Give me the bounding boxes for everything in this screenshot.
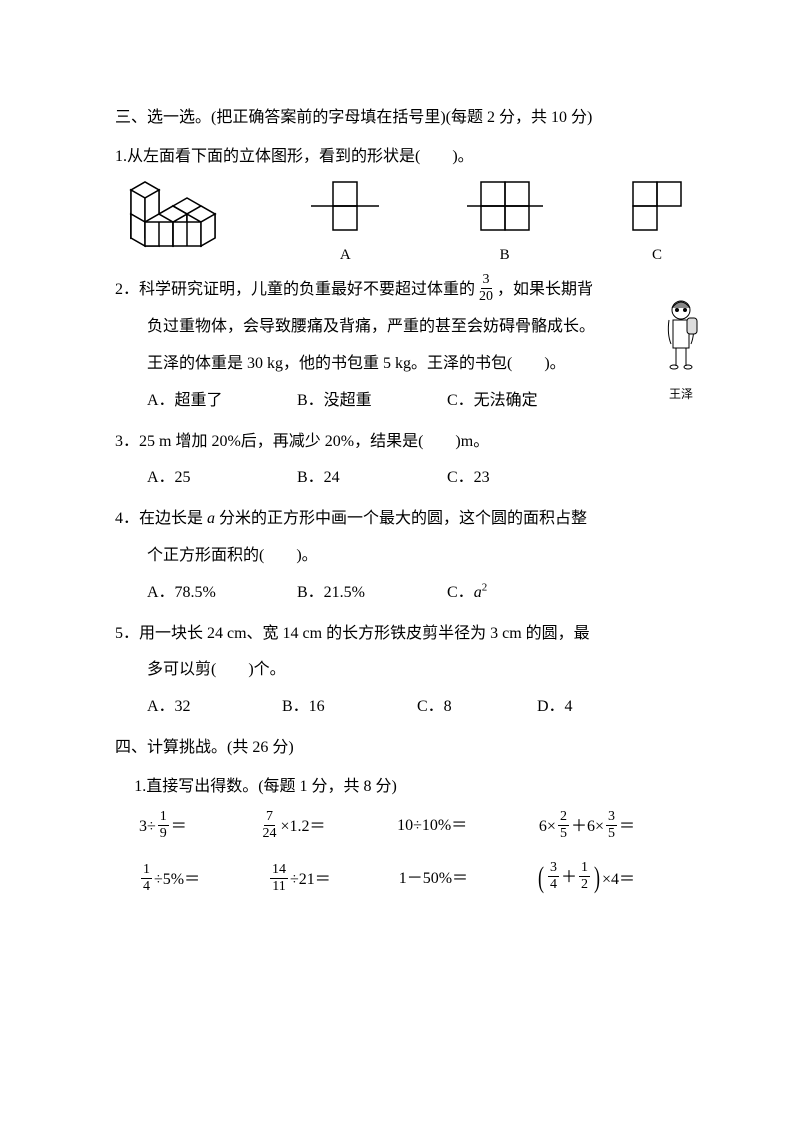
q2-text-b: ，如果长期背 [497, 281, 593, 298]
q2-opt-a: A．超重了 [147, 383, 297, 420]
q4-opt-c: C．a2 [447, 575, 597, 612]
q5-opt-d: D．4 [537, 689, 657, 726]
q4-text-b: 分米的正方形中画一个最大的圆，这个圆的面积占整 [215, 510, 587, 527]
q5-opt-b: B．16 [282, 689, 417, 726]
q2-text-a: 2．科学研究证明，儿童的负重最好不要超过体重的 [115, 281, 475, 298]
q3-opt-b: B．24 [297, 460, 447, 497]
q3-stem: 3．25 m 增加 20%后，再减少 20%，结果是( )m。 [115, 424, 688, 461]
calc-2-3: 1－50%＝ [399, 865, 468, 896]
q2-line2: 负过重物体，会导致腰痛及背痛，严重的甚至会妨碍骨骼成长。 [115, 309, 688, 346]
q2-opt-c: C．无法确定 [447, 383, 597, 420]
calc-2-1: 14÷5%＝ [139, 865, 200, 896]
q5-line2: 多可以剪( )个。 [115, 652, 688, 689]
q4-line1: 4．在边长是 a 分米的正方形中画一个最大的圆，这个圆的面积占整 [115, 501, 688, 538]
q5-opt-c: C．8 [417, 689, 537, 726]
question-2: 2．科学研究证明，儿童的负重最好不要超过体重的320，如果长期背 负过重物体，会… [115, 272, 688, 419]
option-b-shape: B [466, 180, 544, 265]
q5-line1: 5．用一块长 24 cm、宽 14 cm 的长方形铁皮剪半径为 3 cm 的圆，… [115, 616, 688, 653]
q2-line3: 王泽的体重是 30 kg，他的书包重 5 kg。王泽的书包( )。 [115, 346, 688, 383]
character-wangze-icon: 王泽 [661, 298, 701, 401]
q3-opt-c: C．23 [447, 460, 597, 497]
question-1: 1.从左面看下面的立体图形，看到的形状是( )。 [115, 139, 688, 265]
q4-opt-a: A．78.5% [147, 575, 297, 612]
option-b-label: B [466, 246, 544, 264]
q3-options: A．25 B．24 C．23 [115, 460, 688, 497]
q1-stem: 1.从左面看下面的立体图形，看到的形状是( )。 [115, 139, 688, 176]
calc-1-2: 724×1.2＝ [258, 812, 325, 843]
page-content: 三、选一选。(把正确答案前的字母填在括号里)(每题 2 分，共 10 分) 1.… [0, 0, 793, 956]
q4-line2: 个正方形面积的( )。 [115, 538, 688, 575]
q4-opt-b: B．21.5% [297, 575, 447, 612]
option-a-label: A [310, 246, 380, 264]
calc-row-1: 3÷19＝ 724×1.2＝ 10÷10%＝ 6×25＋6×35＝ [115, 812, 635, 843]
q2-line1: 2．科学研究证明，儿童的负重最好不要超过体重的320，如果长期背 [115, 272, 688, 309]
q5-options: A．32 B．16 C．8 D．4 [115, 689, 688, 726]
q4-text-a: 4．在边长是 [115, 510, 207, 527]
q4-options: A．78.5% B．21.5% C．a2 [115, 575, 688, 612]
character-name: 王泽 [661, 387, 701, 401]
question-3: 3．25 m 增加 20%后，再减少 20%，结果是( )m。 A．25 B．2… [115, 424, 688, 498]
fraction-3-20: 320 [477, 273, 495, 304]
calc-1-4: 6×25＋6×35＝ [539, 812, 635, 843]
calc-2-4: (34＋12)×4＝ [536, 865, 635, 896]
question-5: 5．用一块长 24 cm、宽 14 cm 的长方形铁皮剪半径为 3 cm 的圆，… [115, 616, 688, 726]
option-a-shape: A [310, 180, 380, 265]
option-c-label: C [629, 246, 685, 264]
q2-opt-b: B．没超重 [297, 383, 447, 420]
cube-solid-icon [125, 180, 225, 265]
question-4: 4．在边长是 a 分米的正方形中画一个最大的圆，这个圆的面积占整 个正方形面积的… [115, 501, 688, 611]
option-c-shape: C [629, 180, 685, 265]
calc-1-1: 3÷19＝ [139, 812, 187, 843]
q1-figures: A B [125, 180, 685, 265]
q2-options: A．超重了 B．没超重 C．无法确定 [115, 383, 688, 420]
q5-opt-a: A．32 [147, 689, 282, 726]
calc-2-2: 1411÷21＝ [268, 865, 331, 896]
section-4-header: 四、计算挑战。(共 26 分) [115, 730, 688, 767]
q3-opt-a: A．25 [147, 460, 297, 497]
calc-row-2: 14÷5%＝ 1411÷21＝ 1－50%＝ (34＋12)×4＝ [115, 865, 635, 896]
q4-var-a: a [207, 510, 215, 527]
section-3-header: 三、选一选。(把正确答案前的字母填在括号里)(每题 2 分，共 10 分) [115, 100, 688, 137]
section-4-sub1: 1.直接写出得数。(每题 1 分，共 8 分) [115, 769, 688, 806]
calc-1-3: 10÷10%＝ [397, 812, 467, 843]
